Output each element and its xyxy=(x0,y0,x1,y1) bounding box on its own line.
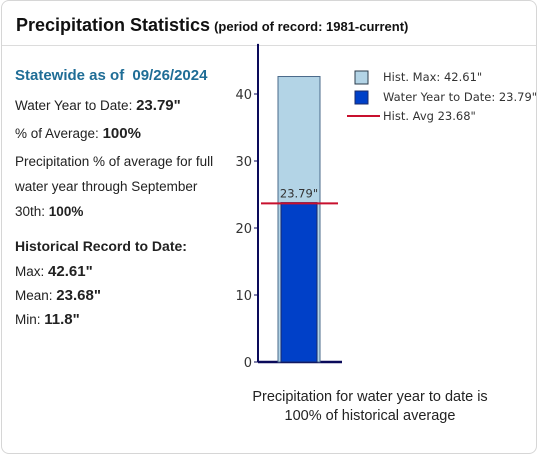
hist-mean-label: Mean: xyxy=(15,287,53,303)
pct-label: % of Average: xyxy=(15,126,99,141)
chart-caption: Precipitation for water year to date is … xyxy=(228,388,512,426)
card-subtitle: (period of record: 1981-current) xyxy=(214,19,409,34)
hist-max-row: Max: 42.61" xyxy=(15,263,225,281)
title-text: Precipitation Statistics xyxy=(16,15,211,35)
wytd-bar xyxy=(280,202,318,363)
pct-row: % of Average: 100% xyxy=(15,125,225,143)
card-header: Precipitation Statistics (period of recor… xyxy=(2,1,536,46)
full-year-text: Precipitation % of average for full wate… xyxy=(15,154,214,219)
stats-panel: Statewide as of 09/26/2024 Water Year to… xyxy=(15,67,225,335)
legend-hist-avg-text: Hist. Avg 23.68" xyxy=(383,109,476,123)
hist-min-label: Min: xyxy=(15,311,41,327)
y-tick-label: 20 xyxy=(235,222,252,237)
full-year-value: 100% xyxy=(48,204,84,219)
full-year-row: Precipitation % of average for full wate… xyxy=(15,149,225,224)
y-tick-label: 30 xyxy=(235,155,252,170)
legend-wytd-text: Water Year to Date: 23.79" xyxy=(383,90,537,104)
legend-wytd-swatch xyxy=(354,90,369,105)
legend-hist-max-swatch xyxy=(354,70,369,85)
hist-min-value: 11.8" xyxy=(44,310,80,328)
wytd-label: Water Year to Date: xyxy=(15,98,133,113)
caption-line-1: Precipitation for water year to date is xyxy=(252,389,488,405)
statewide-date: 09/26/2024 xyxy=(132,67,208,84)
wytd-value: 23.79" xyxy=(136,97,181,114)
caption-line-2: 100% of historical average xyxy=(284,408,456,424)
pct-value: 100% xyxy=(102,125,141,142)
statewide-label: Statewide as of xyxy=(15,67,125,84)
statewide-heading: Statewide as of 09/26/2024 xyxy=(15,67,225,85)
hist-max-value: 42.61" xyxy=(48,262,93,280)
y-tick-label: 40 xyxy=(235,88,252,103)
hist-mean-value: 23.68" xyxy=(56,286,101,304)
y-tick-label: 10 xyxy=(235,289,252,304)
historical-heading: Historical Record to Date: xyxy=(15,238,187,254)
legend-hist-max-text: Hist. Max: 42.61" xyxy=(383,70,482,84)
wytd-row: Water Year to Date: 23.79" xyxy=(15,97,225,115)
hist-max-label: Max: xyxy=(15,263,45,279)
card-title: Precipitation Statistics (period of recor… xyxy=(16,15,408,36)
y-tick-label: 0 xyxy=(244,356,252,371)
wytd-bar-label: 23.79" xyxy=(280,187,318,201)
hist-min-row: Min: 11.8" xyxy=(15,311,225,329)
hist-mean-row: Mean: 23.68" xyxy=(15,287,225,305)
